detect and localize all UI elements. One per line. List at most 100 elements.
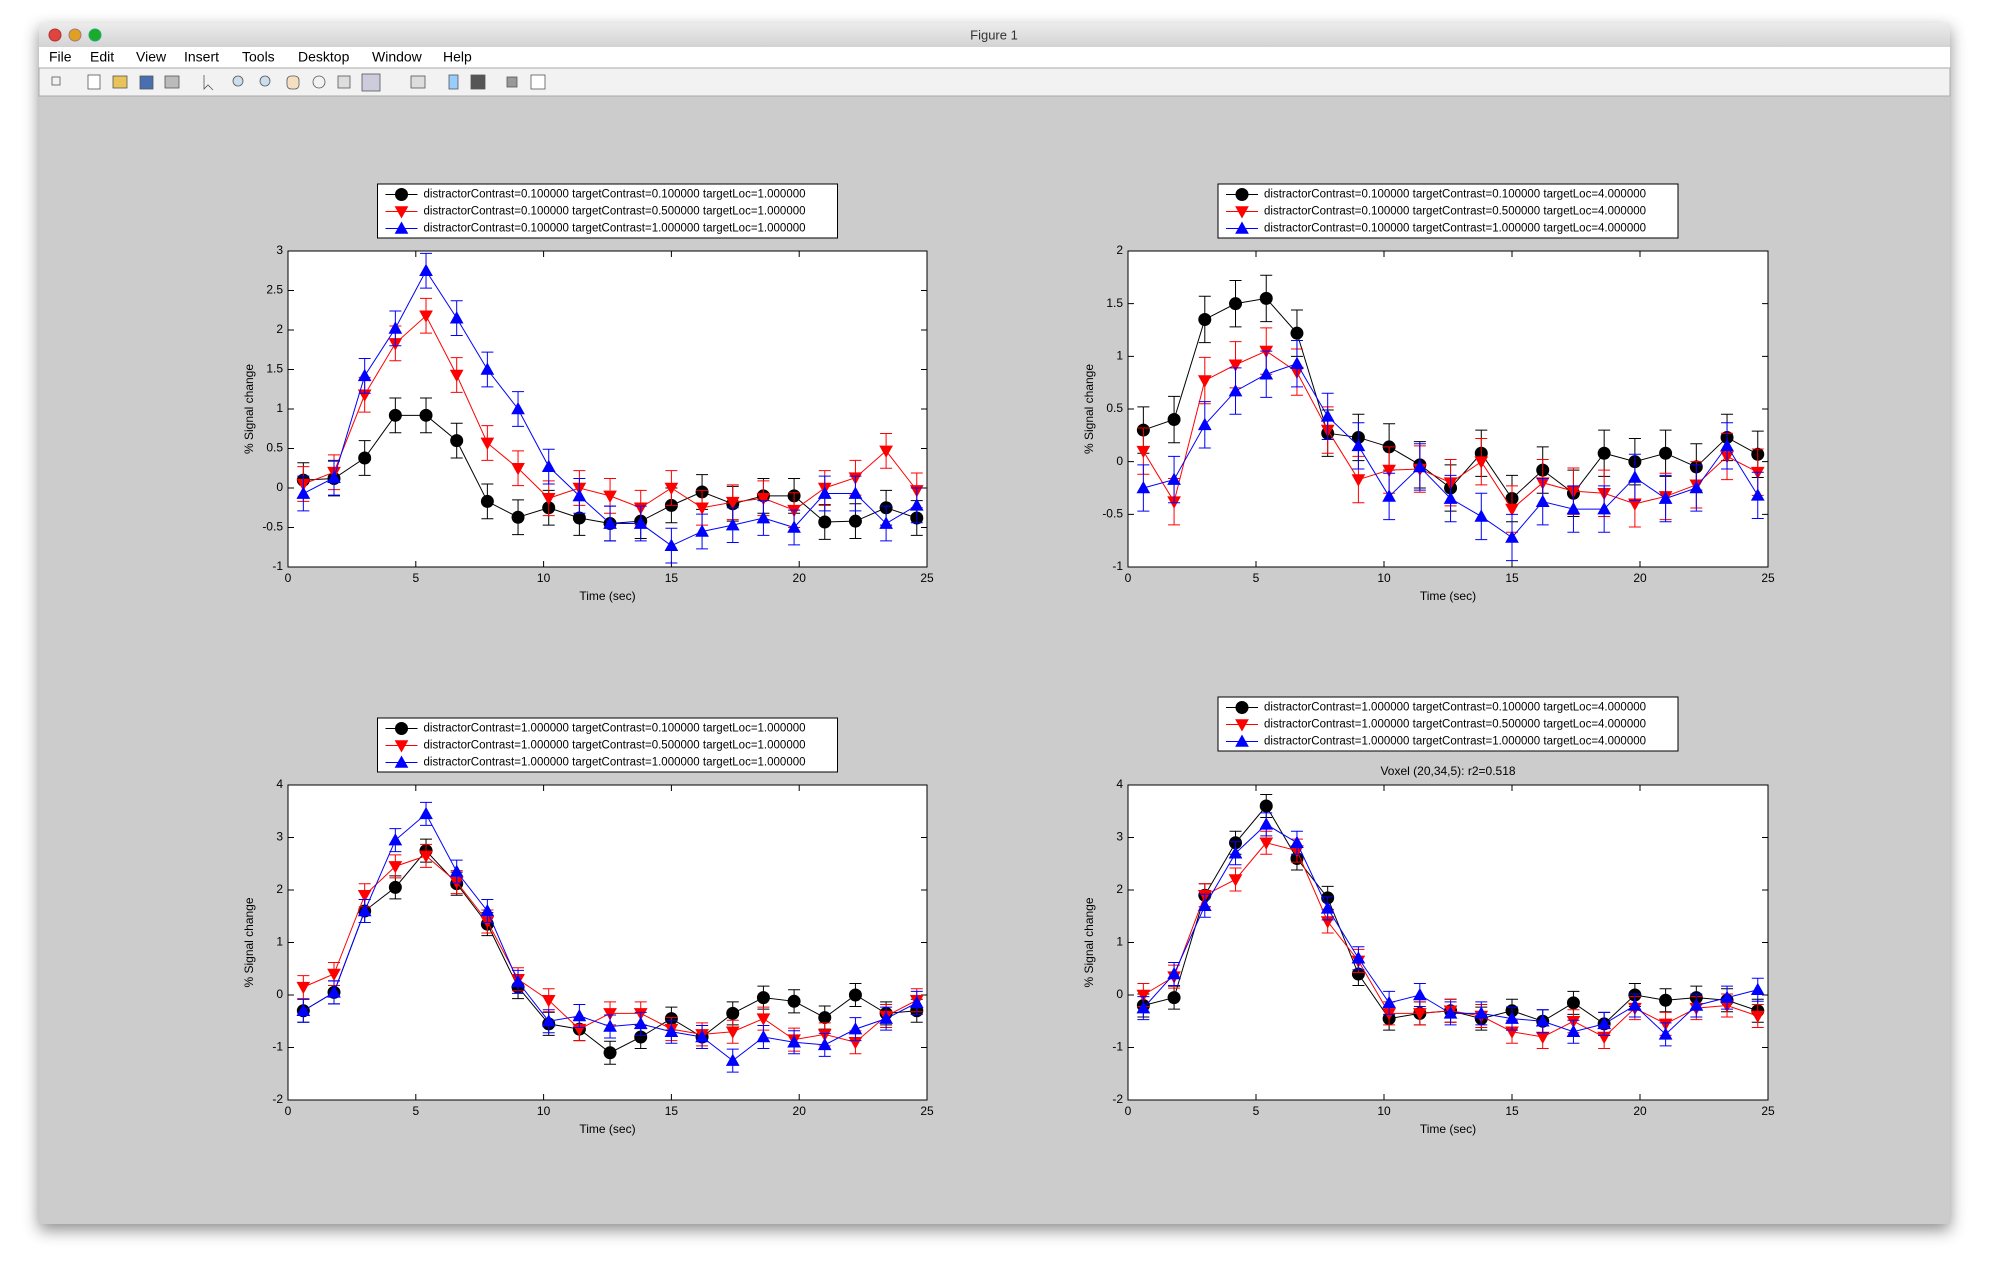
x-tick-label: 15 bbox=[665, 1104, 679, 1118]
marker bbox=[1136, 1001, 1151, 1014]
legend-marker bbox=[395, 722, 408, 735]
marker bbox=[449, 311, 464, 324]
menu-item[interactable]: Edit bbox=[90, 49, 114, 65]
tool-icon[interactable] bbox=[164, 75, 180, 89]
marker bbox=[327, 470, 341, 484]
marker bbox=[1750, 488, 1765, 501]
marker bbox=[1659, 993, 1673, 1007]
menu-item[interactable]: Window bbox=[372, 49, 423, 65]
tool-icon[interactable] bbox=[530, 74, 546, 90]
tool-icon[interactable] bbox=[506, 76, 518, 88]
y-tick-label: 1.5 bbox=[1106, 296, 1123, 310]
marker bbox=[541, 994, 556, 1008]
minimize-button[interactable] bbox=[68, 28, 82, 42]
marker bbox=[664, 1024, 679, 1038]
marker bbox=[817, 486, 832, 499]
tool-icon[interactable] bbox=[286, 75, 300, 90]
menu-item[interactable]: File bbox=[49, 49, 72, 65]
legend-marker bbox=[1235, 206, 1249, 219]
marker bbox=[1290, 835, 1304, 849]
marker bbox=[449, 864, 464, 877]
x-tick-label: 0 bbox=[1125, 1104, 1132, 1118]
y-axis-label: % Signal change bbox=[1082, 364, 1096, 454]
marker bbox=[1382, 489, 1396, 502]
legend-marker bbox=[394, 221, 409, 234]
marker bbox=[1167, 991, 1181, 1005]
marker bbox=[1535, 494, 1550, 507]
marker bbox=[1474, 1006, 1489, 1019]
menu-item[interactable]: Desktop bbox=[298, 49, 350, 65]
tool-icon[interactable] bbox=[112, 75, 128, 89]
toolbar bbox=[38, 67, 1951, 97]
y-axis-label: % Signal change bbox=[242, 897, 256, 987]
zoom-button[interactable] bbox=[88, 28, 102, 42]
marker bbox=[419, 806, 433, 820]
legend-marker bbox=[394, 206, 409, 219]
marker bbox=[1443, 1006, 1458, 1019]
marker bbox=[1197, 417, 1212, 431]
x-tick-label: 10 bbox=[537, 1104, 551, 1118]
marker bbox=[848, 514, 862, 528]
tool-icon[interactable] bbox=[139, 75, 154, 90]
marker bbox=[1505, 1011, 1519, 1024]
marker bbox=[388, 880, 402, 894]
legend-marker bbox=[1235, 188, 1249, 201]
x-tick-label: 5 bbox=[412, 571, 419, 585]
marker bbox=[1197, 375, 1212, 388]
marker bbox=[388, 861, 403, 874]
marker bbox=[541, 1014, 556, 1027]
x-tick-label: 5 bbox=[1253, 1104, 1260, 1118]
marker bbox=[787, 994, 801, 1008]
menu-item[interactable]: View bbox=[136, 49, 167, 65]
marker bbox=[1228, 846, 1243, 859]
menu-item[interactable]: Tools bbox=[242, 49, 275, 65]
marker bbox=[1689, 998, 1704, 1011]
tool-icon[interactable] bbox=[87, 74, 101, 90]
marker bbox=[1658, 1027, 1673, 1040]
marker bbox=[1320, 409, 1335, 422]
tool-icon[interactable] bbox=[312, 75, 326, 89]
legend-marker bbox=[395, 188, 408, 201]
marker bbox=[695, 1029, 709, 1043]
marker bbox=[633, 516, 648, 529]
marker bbox=[603, 1008, 617, 1021]
x-tick-label: 20 bbox=[793, 571, 807, 585]
marker bbox=[664, 538, 679, 551]
tool-icon[interactable] bbox=[337, 75, 351, 89]
y-tick-label: 1 bbox=[276, 401, 283, 415]
legend-label: distractorContrast=1.000000 targetContra… bbox=[424, 723, 806, 735]
marker bbox=[1228, 384, 1243, 397]
marker bbox=[1136, 480, 1151, 494]
tool-icon[interactable] bbox=[259, 75, 271, 87]
marker bbox=[603, 490, 617, 503]
y-tick-label: 1.5 bbox=[266, 362, 283, 376]
tool-icon[interactable] bbox=[203, 75, 214, 91]
y-tick-label: 1 bbox=[1116, 935, 1123, 949]
marker bbox=[726, 1006, 740, 1020]
marker bbox=[879, 1011, 893, 1024]
marker bbox=[1566, 996, 1580, 1010]
y-tick-label: 3 bbox=[1116, 830, 1123, 844]
legend bbox=[1217, 696, 1679, 752]
close-button[interactable] bbox=[48, 28, 62, 42]
tool-icon[interactable] bbox=[361, 73, 381, 92]
menu-item[interactable]: Insert bbox=[184, 49, 219, 65]
tool-icon[interactable] bbox=[448, 74, 459, 90]
marker bbox=[1566, 1024, 1581, 1038]
y-tick-label: 1 bbox=[276, 935, 283, 949]
marker bbox=[572, 511, 586, 525]
marker bbox=[357, 368, 372, 382]
marker bbox=[817, 1037, 832, 1051]
y-tick-label: -0.5 bbox=[262, 520, 283, 534]
tool-icon[interactable] bbox=[51, 76, 61, 86]
marker bbox=[1382, 995, 1396, 1009]
x-tick-label: 15 bbox=[1505, 571, 1519, 585]
tool-icon[interactable] bbox=[410, 75, 426, 89]
marker bbox=[419, 310, 433, 323]
tool-icon[interactable] bbox=[232, 75, 244, 87]
menu-item[interactable]: Help bbox=[443, 49, 472, 65]
legend-label: distractorContrast=1.000000 targetContra… bbox=[424, 757, 806, 769]
tool-icon[interactable] bbox=[470, 74, 486, 90]
marker bbox=[1566, 502, 1581, 515]
legend bbox=[377, 183, 838, 239]
